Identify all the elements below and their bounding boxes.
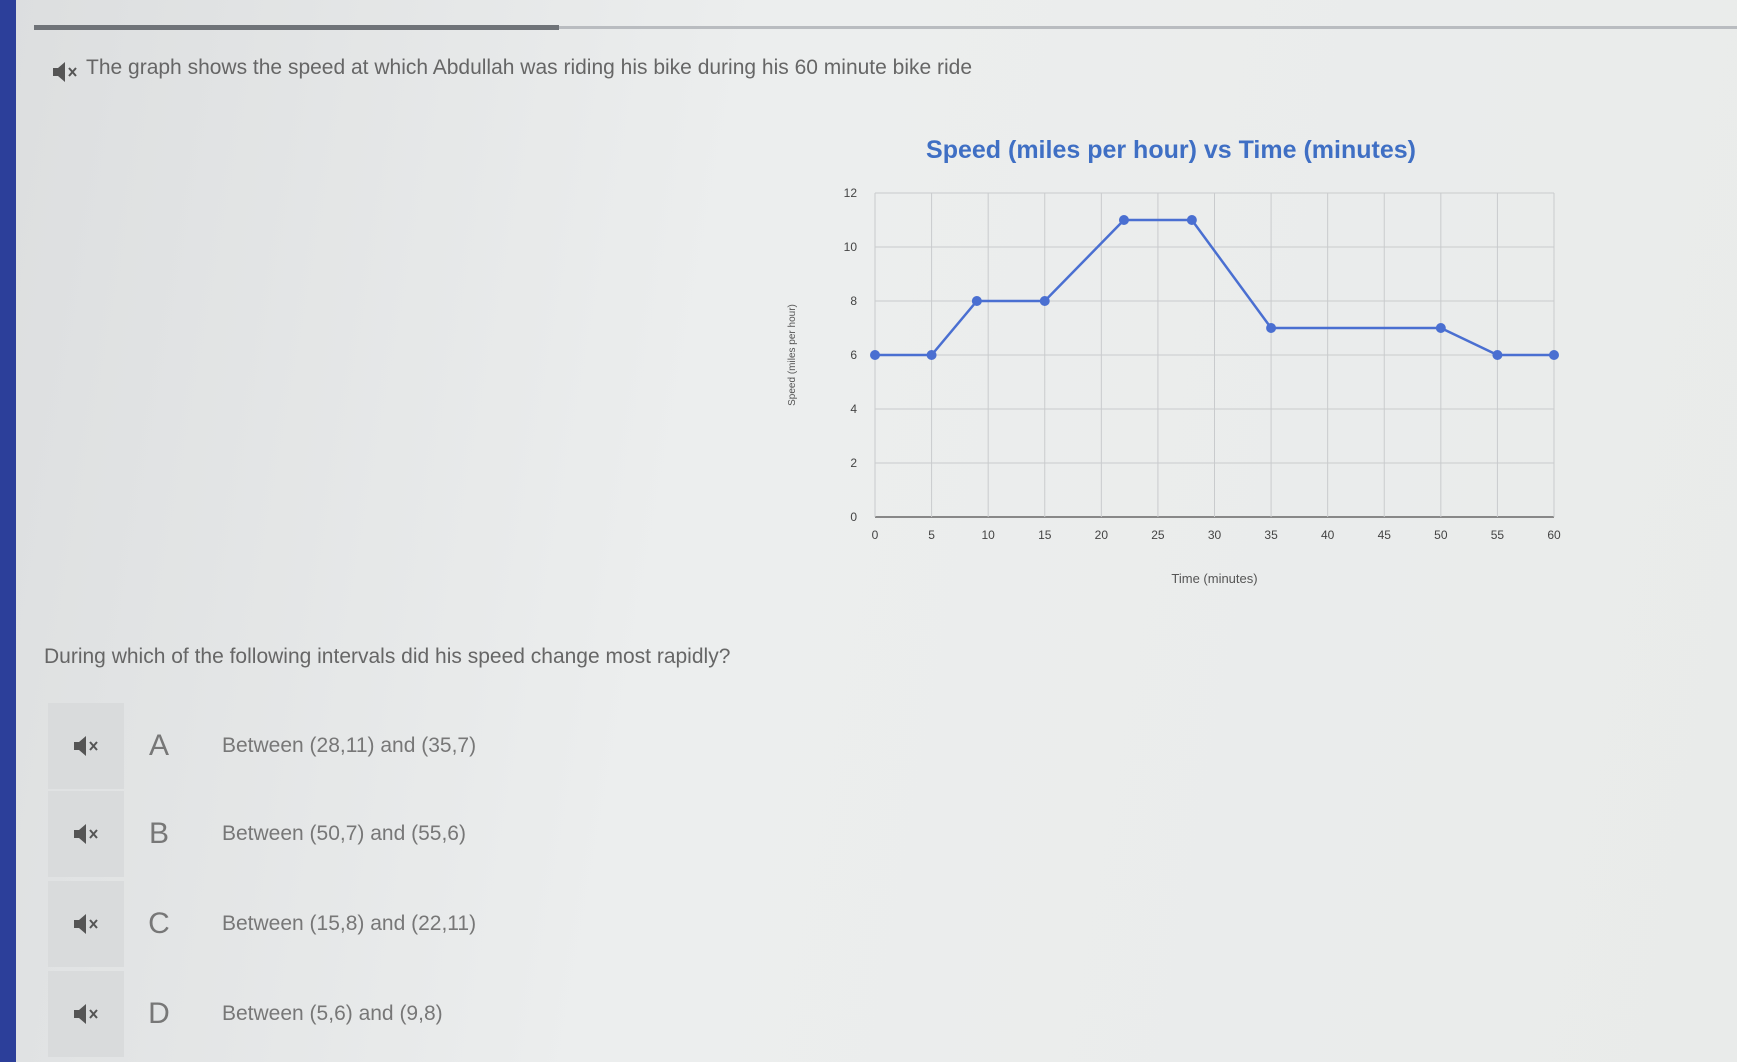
answer-option[interactable]: C Between (15,8) and (22,11) bbox=[48, 880, 1548, 968]
x-tick-label: 55 bbox=[1491, 528, 1505, 542]
data-point bbox=[1118, 215, 1129, 225]
speaker bbox=[74, 914, 98, 934]
data-point bbox=[1435, 323, 1446, 333]
x-tick-label: 50 bbox=[1434, 528, 1448, 542]
data-point bbox=[870, 350, 880, 360]
y-tick-label: 0 bbox=[850, 510, 857, 524]
y-tick-label: 8 bbox=[850, 294, 857, 308]
x-tick-label: 10 bbox=[981, 528, 995, 542]
option-text: Between (15,8) and (22,11) bbox=[222, 912, 477, 935]
option-text: Between (5,6) and (9,8) bbox=[222, 1002, 443, 1025]
answer-option[interactable]: A Between (28,11) and (35,7) bbox=[48, 702, 1548, 790]
chart: Speed (miles per hour) vs Time (minutes)… bbox=[787, 136, 1561, 586]
data-point bbox=[1039, 296, 1050, 306]
option-text: Between (50,7) and (55,6) bbox=[222, 822, 466, 845]
y-tick-label: 2 bbox=[850, 456, 857, 470]
y-axis-label: Speed (miles per hour) bbox=[787, 304, 798, 406]
data-point bbox=[971, 296, 982, 306]
option-text: Between (28,11) and (35,7) bbox=[222, 734, 477, 757]
option-letter: C bbox=[148, 907, 170, 940]
x-tick-label: 0 bbox=[872, 528, 879, 542]
x-tick-label: 40 bbox=[1321, 528, 1335, 542]
progress-bar bbox=[34, 25, 1737, 30]
prompt: The graph shows the speed at which Abdul… bbox=[86, 56, 973, 79]
x-tick-label: 20 bbox=[1095, 528, 1109, 542]
data-point bbox=[1266, 323, 1277, 333]
audio-icon[interactable] bbox=[48, 881, 124, 967]
question: During which of the following intervals … bbox=[44, 645, 731, 668]
option-letter: A bbox=[148, 729, 169, 762]
speaker bbox=[74, 1004, 98, 1024]
data-point bbox=[1492, 350, 1503, 360]
answer-option[interactable]: B Between (50,7) and (55,6) bbox=[48, 790, 1548, 878]
x-tick-label: 30 bbox=[1208, 528, 1222, 542]
answer-option[interactable]: D Between (5,6) and (9,8) bbox=[48, 970, 1548, 1058]
audio-icon[interactable] bbox=[50, 60, 80, 84]
x-tick-label: 60 bbox=[1547, 528, 1561, 542]
x-axis-label: Time (minutes) bbox=[1171, 571, 1257, 586]
speaker bbox=[74, 736, 98, 756]
y-tick-label: 10 bbox=[844, 240, 858, 254]
data-line bbox=[875, 218, 1554, 357]
sidebar bbox=[0, 0, 16, 1062]
speaker bbox=[74, 824, 98, 844]
x-tick-label: 5 bbox=[928, 528, 935, 542]
x-tick-label: 15 bbox=[1038, 528, 1052, 542]
y-tick-label: 4 bbox=[850, 402, 857, 416]
x-tick-label: 25 bbox=[1151, 528, 1165, 542]
y-tick-label: 6 bbox=[850, 348, 857, 362]
y-tick-label: 12 bbox=[844, 186, 858, 200]
chart-title: Speed (miles per hour) vs Time (minutes) bbox=[926, 136, 1416, 164]
option-letter: B bbox=[148, 817, 169, 850]
data-point bbox=[926, 350, 937, 360]
audio-icon[interactable] bbox=[48, 703, 124, 789]
x-tick-label: 45 bbox=[1378, 528, 1392, 542]
data-point bbox=[1549, 350, 1559, 360]
audio-icon[interactable] bbox=[48, 791, 124, 877]
x-tick-label: 35 bbox=[1264, 528, 1278, 542]
option-letter: D bbox=[148, 997, 170, 1030]
data-point bbox=[1186, 215, 1197, 225]
audio-icon[interactable] bbox=[48, 971, 124, 1057]
